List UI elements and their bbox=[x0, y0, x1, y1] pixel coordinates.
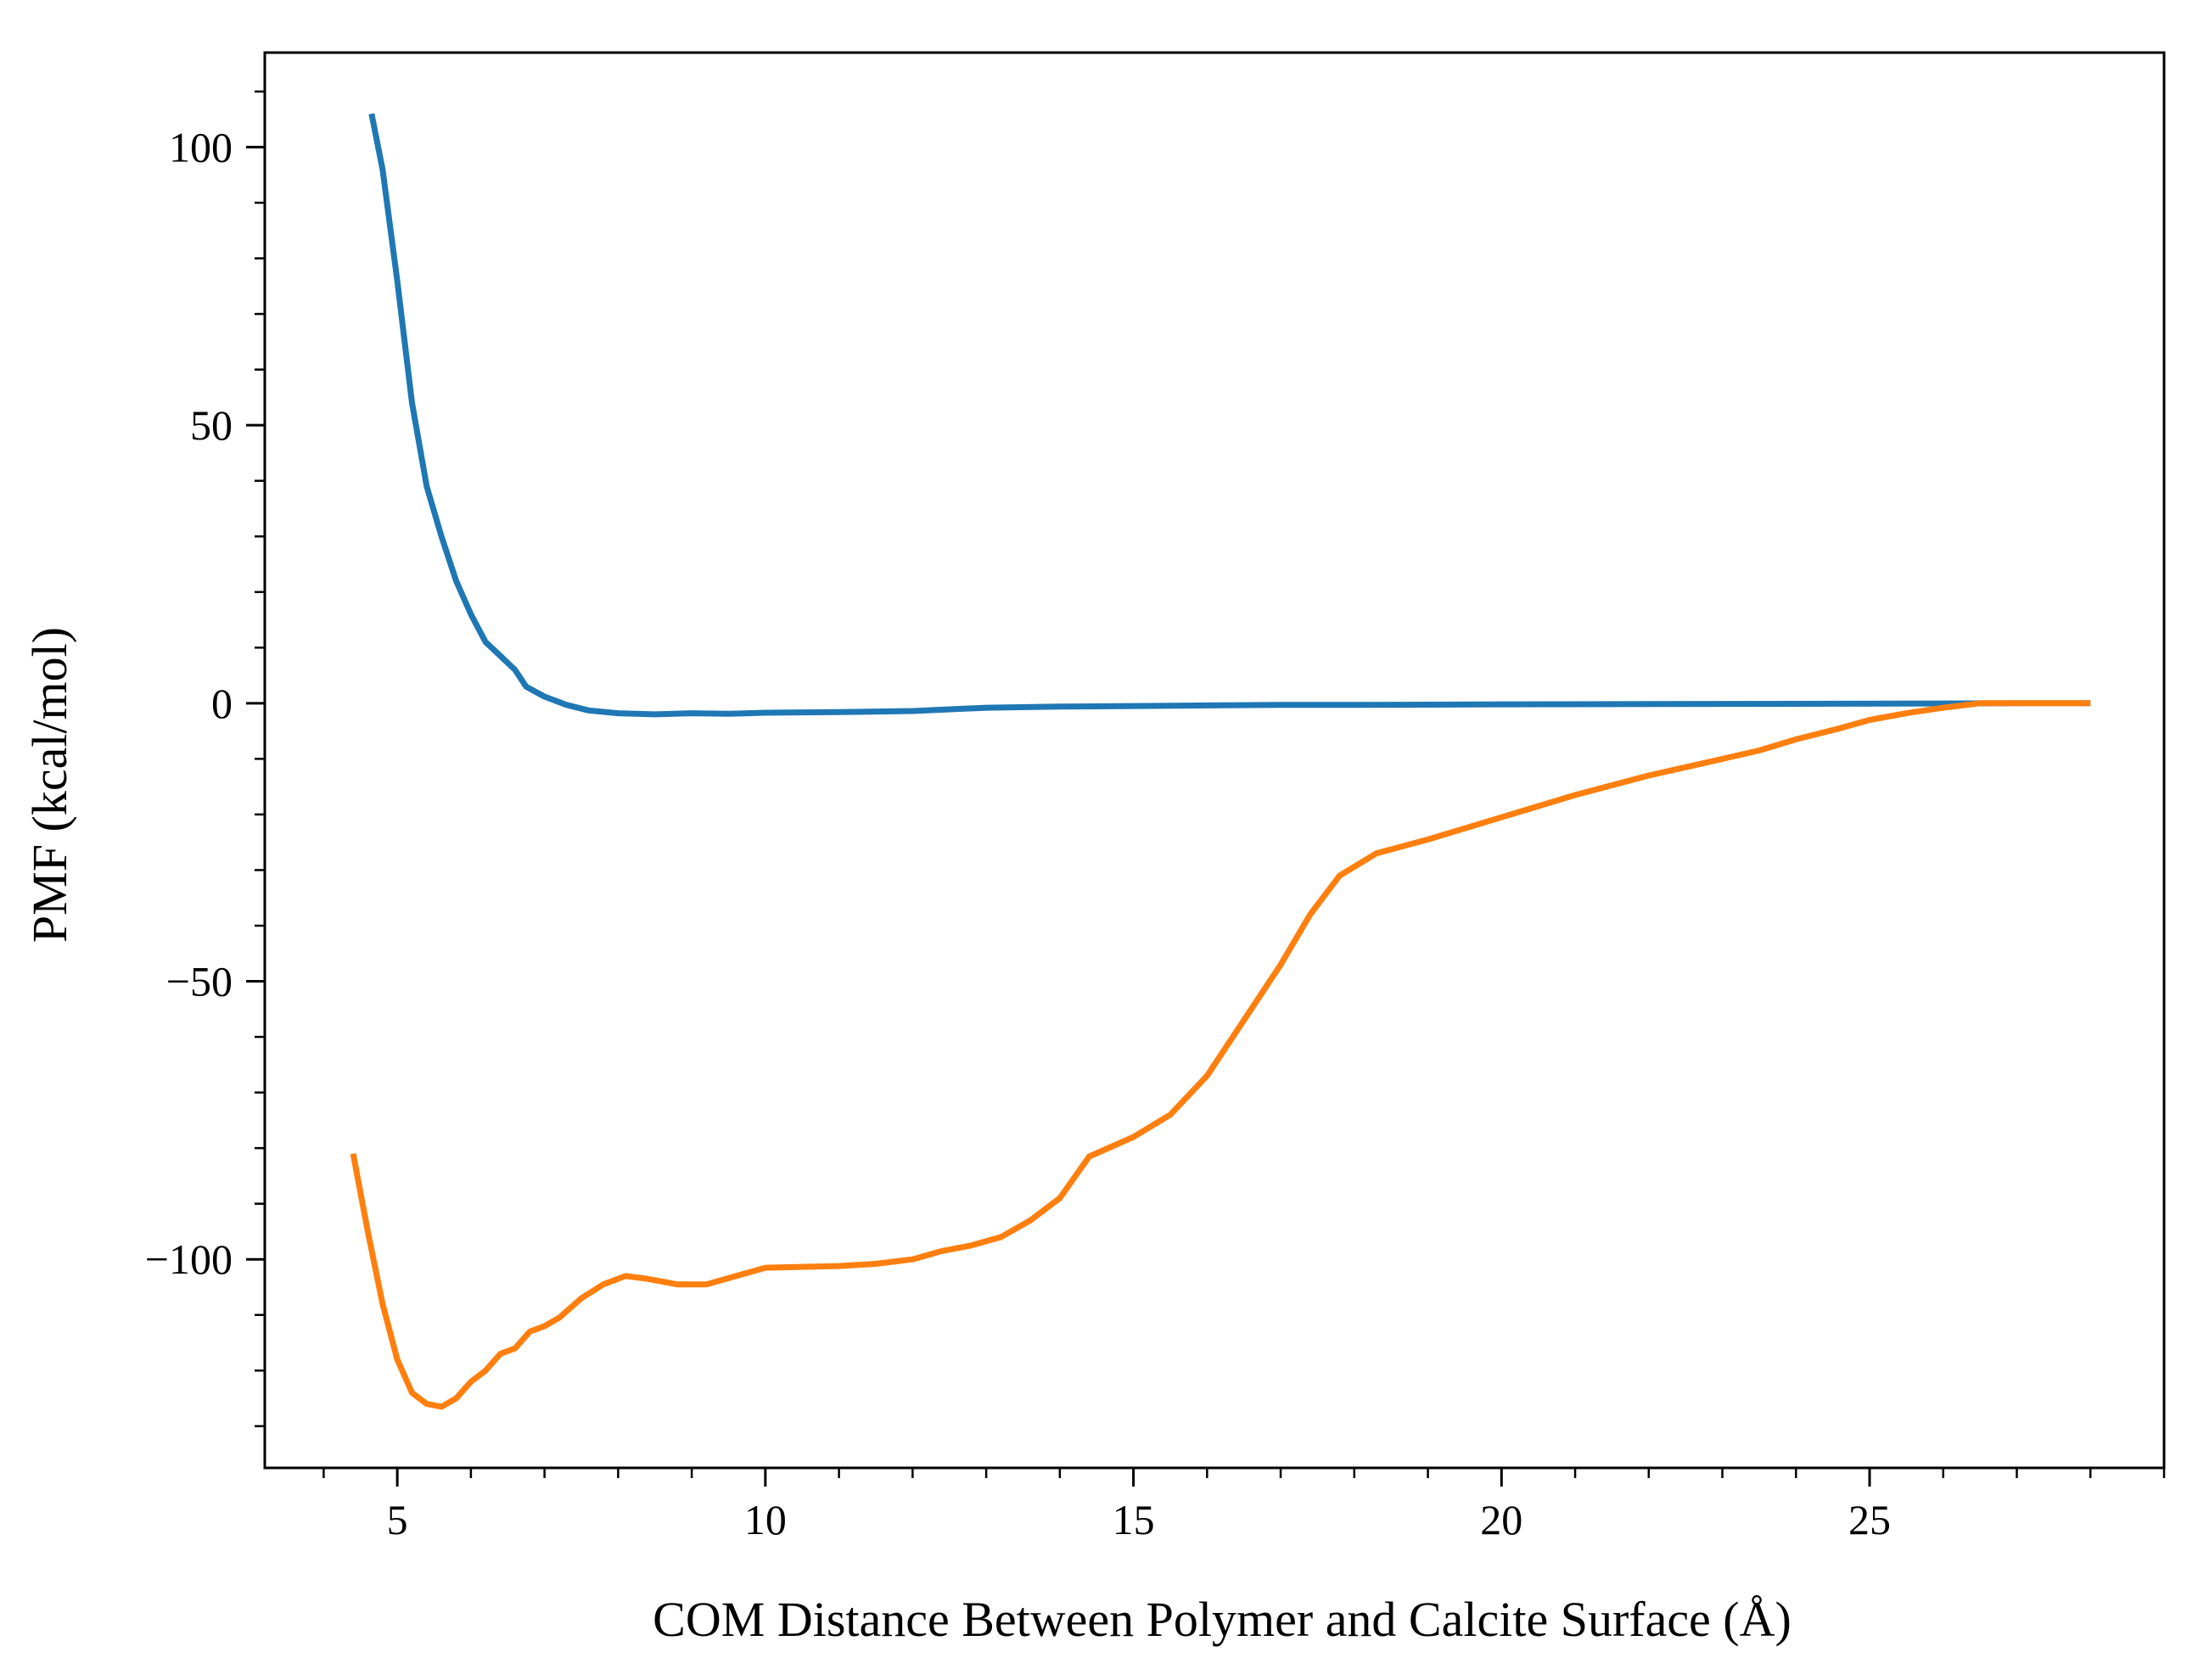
series-orange-line bbox=[350, 700, 2091, 1410]
y-tick-label: 0 bbox=[211, 680, 233, 727]
plot-frame bbox=[263, 51, 2166, 1470]
y-tick-label: 50 bbox=[190, 401, 233, 449]
y-tick-label: −100 bbox=[145, 1235, 233, 1283]
x-tick-label: 10 bbox=[744, 1496, 787, 1543]
series-blue-line bbox=[368, 113, 2091, 718]
x-axis-label: COM Distance Between Polymer and Calcite… bbox=[653, 1592, 1791, 1647]
y-tick-label: 100 bbox=[169, 123, 233, 171]
x-tick-label: 5 bbox=[387, 1496, 408, 1543]
x-tick-label: 25 bbox=[1848, 1496, 1891, 1543]
x-tick-label: 15 bbox=[1113, 1496, 1155, 1543]
y-axis-label: PMF (kcal/mol) bbox=[22, 627, 77, 943]
y-tick-label: −50 bbox=[166, 958, 233, 1005]
x-tick-label: 20 bbox=[1480, 1496, 1522, 1543]
